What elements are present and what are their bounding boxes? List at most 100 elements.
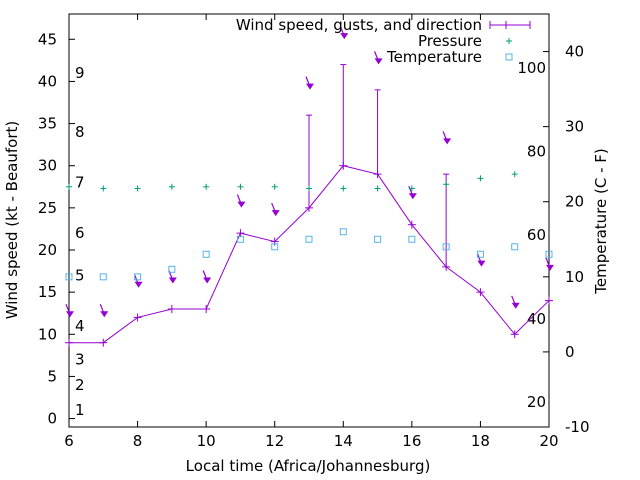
wind-direction-arrow <box>236 194 246 208</box>
plot-axes: 6 8 10 12 14 16 18 20051015202530354045-1001020… <box>38 13 590 450</box>
pressure-point <box>134 185 141 192</box>
wind-direction-arrow <box>99 303 109 318</box>
legend-temperature-marker <box>505 53 513 61</box>
wind-speed-point <box>65 338 73 347</box>
beaufort-label: 8 <box>75 123 85 141</box>
temperature-point <box>511 243 519 251</box>
fahrenheit-label: 100 <box>517 59 546 77</box>
pressure-point <box>100 185 107 192</box>
legend: Wind speed, gusts, and directionPressure… <box>236 16 531 66</box>
temperature-point <box>374 235 382 243</box>
x-tick-label: 8 <box>133 432 143 450</box>
arrow-head <box>408 193 417 200</box>
y-right-tick-label: -10 <box>565 418 590 436</box>
wind-speed-point <box>167 305 176 313</box>
temperature-point <box>168 265 176 273</box>
arrow-head <box>237 201 246 208</box>
x-tick-label: 12 <box>265 432 284 450</box>
temperature-point <box>545 250 553 258</box>
arrow-head <box>134 281 143 288</box>
plot-frame <box>68 13 550 428</box>
wind-speed-point <box>545 296 553 305</box>
y-left-tick-label: 0 <box>47 410 57 428</box>
beaufort-label: 4 <box>75 317 85 335</box>
y-left-tick-label: 45 <box>38 30 57 48</box>
y-right-tick-label: 20 <box>565 193 584 211</box>
y-left-tick-label: 15 <box>38 283 57 301</box>
wind-speed-point <box>202 305 211 313</box>
arrow-head <box>168 277 177 284</box>
y-left-tick-label: 35 <box>38 115 57 133</box>
wind-direction-arrow <box>374 51 383 65</box>
y-left-tick-label: 5 <box>47 367 57 385</box>
temperature-point <box>236 235 244 243</box>
temperature-point <box>99 273 107 281</box>
wind-direction-arrow <box>545 257 554 271</box>
wind-direction-arrow <box>339 25 349 40</box>
y-left-tick-label: 40 <box>38 72 57 90</box>
pressure-point <box>203 183 210 190</box>
wind-speed-point <box>99 338 108 347</box>
x-tick-label: 14 <box>334 432 353 450</box>
x-axis-title: Local time (Africa/Johannesburg) <box>186 457 431 475</box>
y-left-tick-label: 30 <box>38 157 57 175</box>
arrow-head <box>546 264 554 271</box>
beaufort-label: 9 <box>75 64 85 82</box>
beaufort-label: 2 <box>75 376 85 394</box>
pressure-point <box>306 185 312 192</box>
temperature-point <box>271 243 279 251</box>
x-tick-label: 18 <box>471 432 490 450</box>
y-right-tick-label: 30 <box>565 118 584 136</box>
fahrenheit-label: 60 <box>527 226 546 244</box>
pressure-point <box>511 171 518 178</box>
legend-label-temperature: Temperature <box>386 48 482 66</box>
y-right-tick-label: 40 <box>565 43 584 61</box>
pressure-point <box>271 183 278 190</box>
arrow-head <box>203 277 212 284</box>
wind-speed-point <box>407 220 416 229</box>
y-left-tick-label: 20 <box>38 241 57 259</box>
y-axis-title-left: Wind speed (kt - Beaufort) <box>3 121 21 320</box>
arrow-head <box>511 302 520 309</box>
fahrenheit-label: 20 <box>527 393 546 411</box>
arrow-head <box>100 311 109 318</box>
beaufort-label: 3 <box>75 351 85 369</box>
y-right-tick-label: 0 <box>565 343 575 361</box>
pressure-point <box>168 183 175 190</box>
fahrenheit-label: 80 <box>527 142 546 160</box>
beaufort-label: 7 <box>75 174 85 192</box>
arrow-head <box>66 311 74 318</box>
pressure-point <box>340 185 347 192</box>
y-axis-title-right: Temperature (C - F) <box>592 148 610 295</box>
legend-label-wind: Wind speed, gusts, and direction <box>236 16 482 34</box>
wind-direction-arrow <box>408 185 417 200</box>
beaufort-label: 1 <box>75 401 85 419</box>
wind-direction-arrow <box>134 274 143 288</box>
wind-direction-arrow <box>476 253 486 267</box>
temperature-point <box>339 228 347 236</box>
pressure-point <box>66 183 72 190</box>
temperature-point <box>202 250 210 258</box>
wind-direction-arrow <box>442 131 452 145</box>
temperature-point <box>476 250 484 258</box>
arrow-head <box>340 33 349 40</box>
arrow-head <box>271 210 280 217</box>
pressure-point <box>477 175 484 182</box>
temperature-point <box>305 235 313 243</box>
wind-speed-point <box>476 288 485 297</box>
pressure-point <box>443 181 450 188</box>
fahrenheit-label: 40 <box>527 310 546 328</box>
x-tick-label: 6 <box>64 432 74 450</box>
y-right-tick-label: 10 <box>565 268 584 286</box>
arrow-head <box>374 58 383 65</box>
pressure-point <box>374 185 381 192</box>
wind-direction-arrow <box>305 76 314 90</box>
beaufort-label: 5 <box>75 266 85 284</box>
temperature-point <box>442 243 450 251</box>
arrow-head <box>306 83 314 90</box>
arrow-head <box>443 138 452 145</box>
y-left-tick-label: 25 <box>38 199 57 217</box>
x-tick-label: 20 <box>539 432 558 450</box>
plot-data <box>65 25 554 347</box>
